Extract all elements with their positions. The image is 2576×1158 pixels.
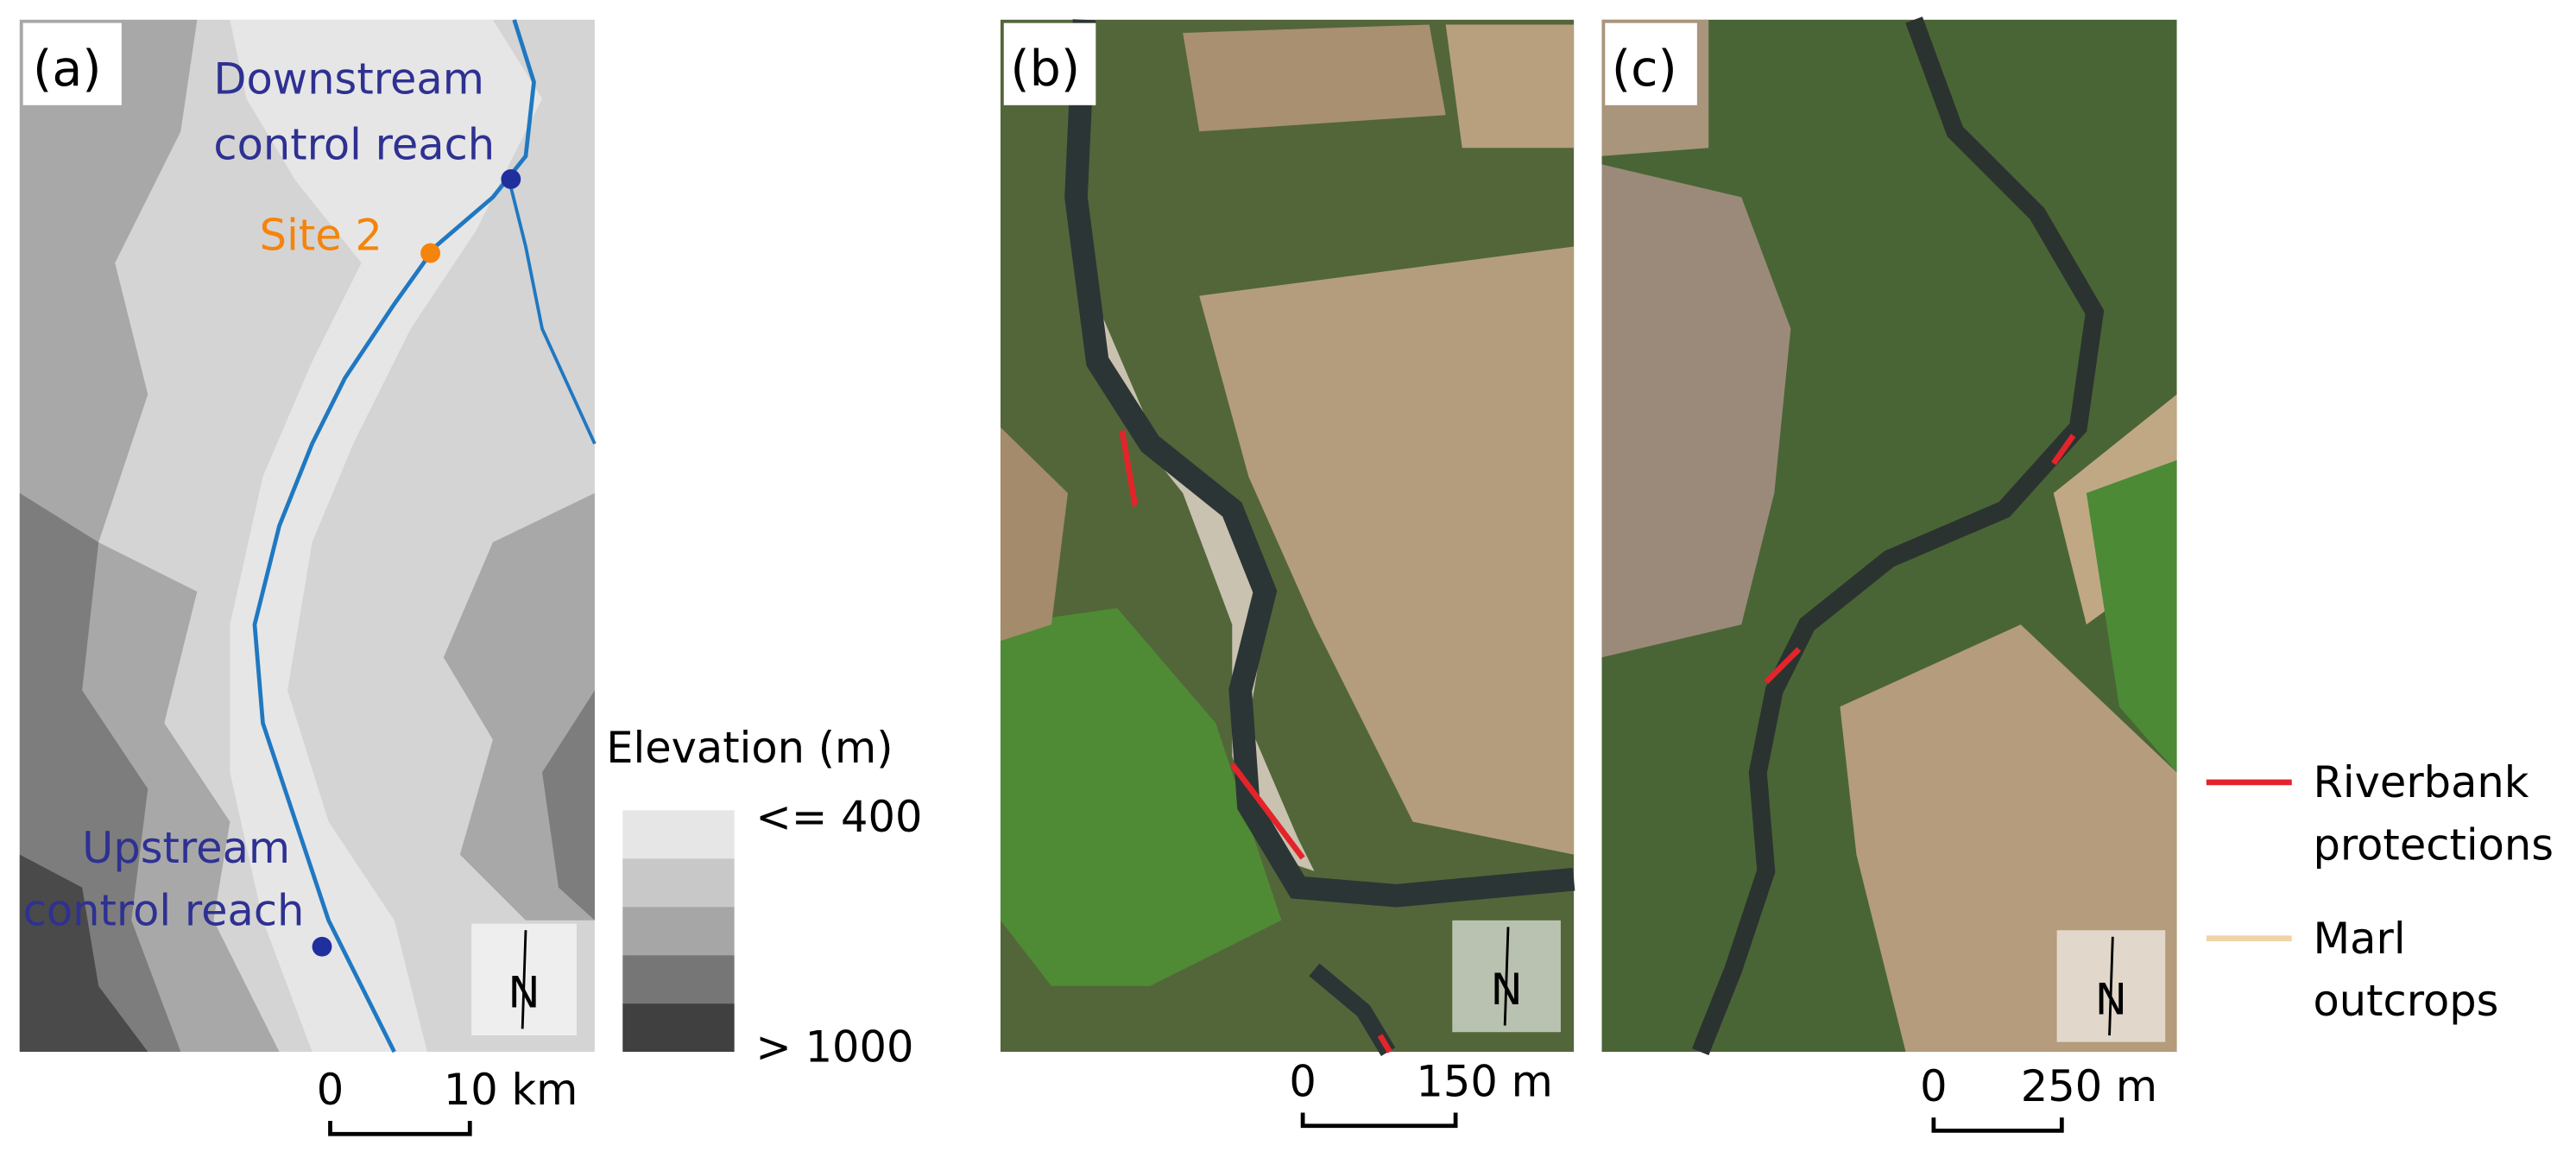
legend-label: outcrops (2314, 976, 2499, 1026)
riverbank-protection (2051, 433, 2076, 465)
label-box (1605, 22, 1697, 105)
legend-label: Riverbank (2314, 757, 2529, 807)
scale-label: 150 m (1416, 1056, 1552, 1106)
legend-swatch (622, 955, 735, 1004)
place-label: Upstream (82, 823, 290, 873)
place-label: Downstream (213, 54, 484, 104)
field (1183, 24, 1446, 132)
north-label: N (2095, 974, 2127, 1024)
river (1064, 19, 1575, 908)
town (1601, 164, 1791, 658)
north-label: N (1491, 965, 1523, 1015)
field (1445, 24, 1575, 149)
river (1691, 16, 2105, 1055)
north-arrow (521, 930, 527, 1029)
north-arrow (2108, 936, 2114, 1036)
place-label: control reach (213, 120, 495, 170)
riverbank-protection (1119, 430, 1139, 507)
panel-label: (c) (1612, 41, 1677, 98)
legend-label: protections (2314, 819, 2554, 870)
legend-swatch (622, 1003, 735, 1053)
scale-label: 0 (1920, 1061, 1947, 1111)
scale-label: 0 (1289, 1056, 1316, 1106)
label-box (1003, 22, 1096, 105)
field (1000, 608, 1282, 986)
field (1000, 427, 1068, 642)
panel-label: (b) (1010, 41, 1080, 98)
site-dot (501, 169, 521, 189)
legend: Riverbank protections Marl outcrops (2206, 757, 2554, 1026)
scale-label: 10 km (444, 1065, 578, 1115)
scale-bar (1300, 1112, 1458, 1129)
scale-label: 0 (317, 1065, 344, 1115)
panel-c: (c) N 0 250 m (1601, 16, 2177, 1133)
north-label: N (508, 968, 540, 1018)
field (1199, 246, 1575, 855)
north-arrow (1503, 927, 1510, 1026)
panel-a: (a) Downstream control reach Site 2 Upst… (19, 19, 597, 1136)
site-dot (420, 243, 441, 263)
riverbank-protection (1377, 1034, 1392, 1054)
dem-zone (542, 690, 595, 921)
legend-label: <= 400 (755, 792, 922, 842)
panel-label: (a) (33, 41, 102, 98)
legend-swatch (622, 858, 735, 908)
legend-swatch (622, 810, 735, 859)
legend-title: Elevation (m) (606, 723, 893, 773)
riverbank-protection (1764, 647, 1802, 685)
dem-zone (19, 854, 148, 1053)
legend-label: > 1000 (755, 1022, 913, 1072)
riverbank-protection (1229, 762, 1305, 860)
place-label: control reach (23, 886, 305, 936)
scale-bar (1931, 1117, 2064, 1133)
legend-swatch (622, 907, 735, 956)
elevation-legend: Elevation (m) <= 400 > 1000 (606, 723, 922, 1072)
label-box (22, 22, 122, 105)
legend-label: Marl (2314, 914, 2406, 964)
dem-zone (230, 19, 543, 1053)
site-dot (312, 936, 332, 957)
field (2086, 459, 2177, 773)
river (252, 19, 536, 1054)
place-label: Site 2 (260, 210, 382, 260)
scale-label: 250 m (2021, 1061, 2157, 1111)
scale-bar (328, 1120, 472, 1136)
tributary (508, 180, 597, 445)
panel-b: (b) N 0 150 m (1000, 19, 1575, 1129)
